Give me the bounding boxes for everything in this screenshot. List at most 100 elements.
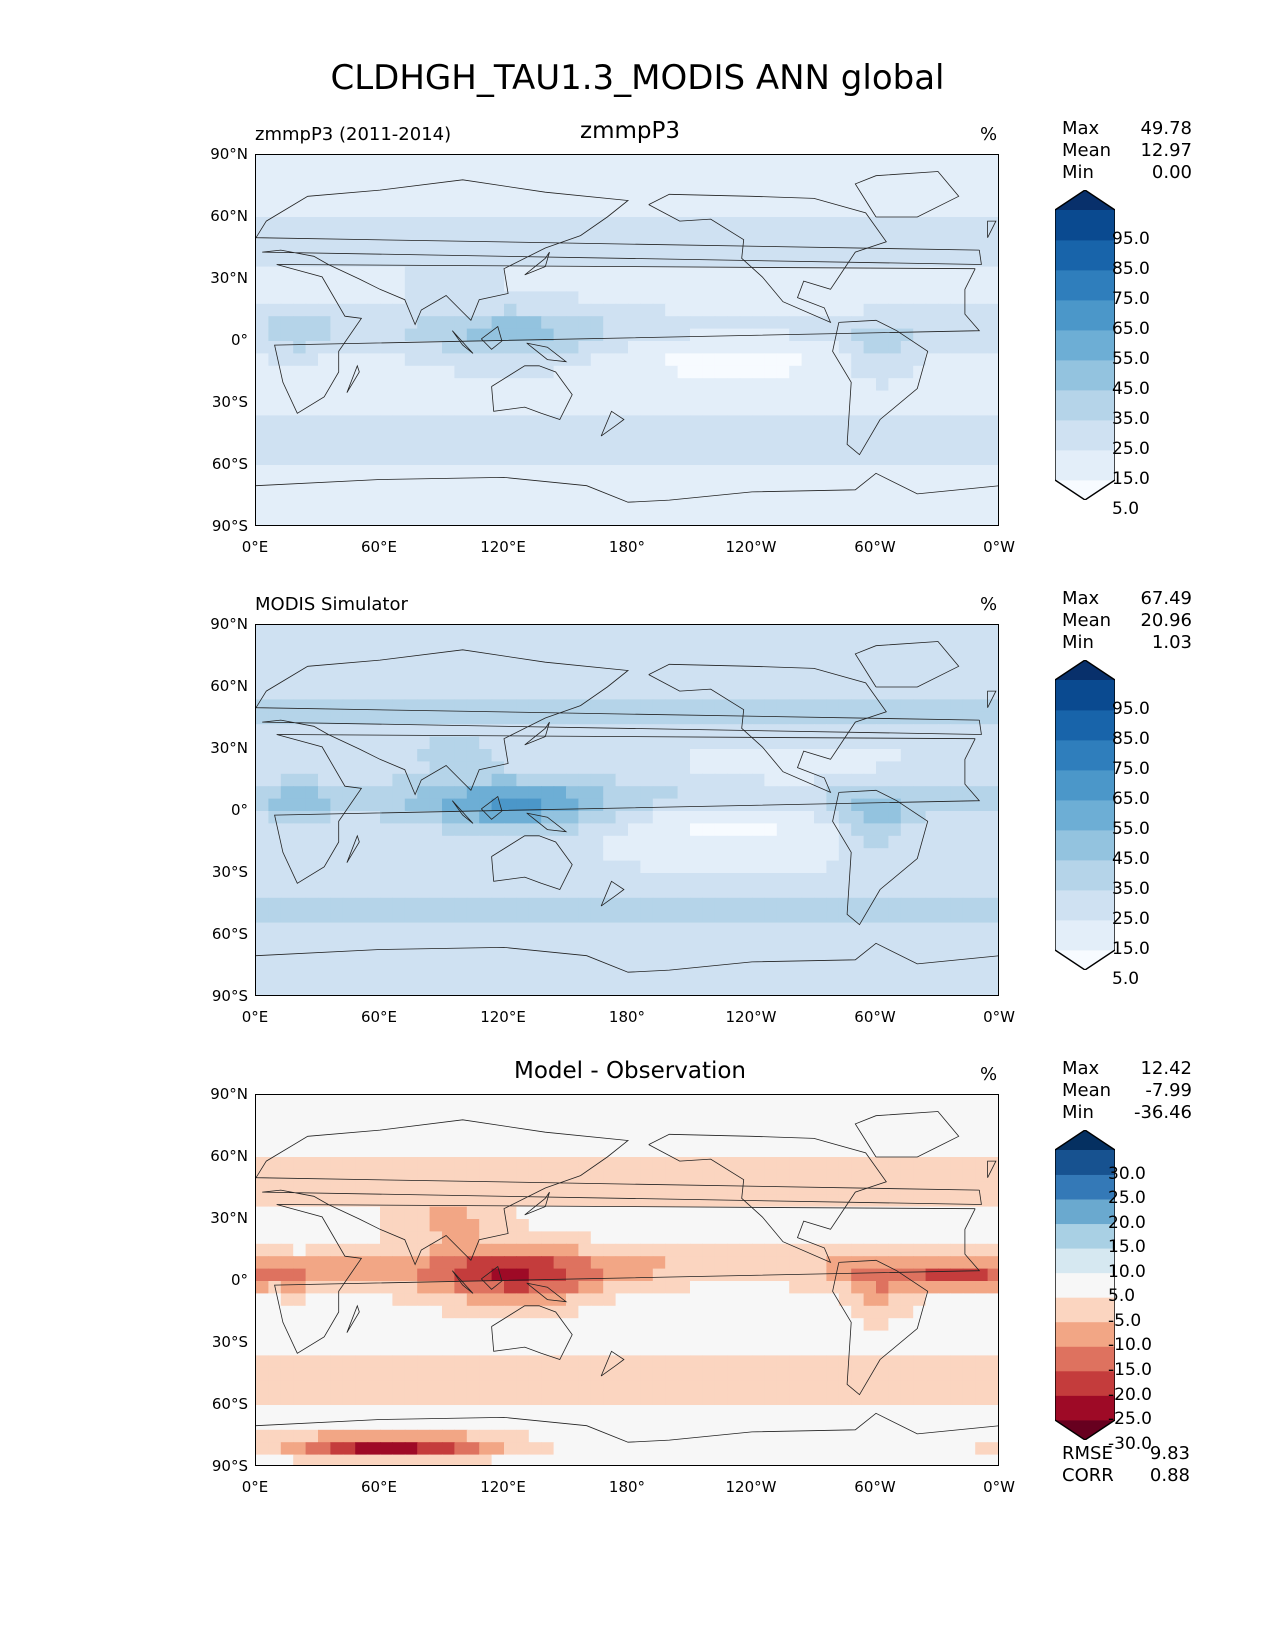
field-cell — [566, 365, 579, 379]
field-cell — [590, 761, 604, 775]
field-cell — [566, 637, 579, 651]
field-cell — [851, 1330, 865, 1344]
field-cell — [479, 477, 493, 491]
field-cell — [615, 266, 629, 280]
field-cell — [640, 922, 654, 936]
field-cell — [330, 502, 344, 516]
field-cell — [764, 835, 778, 849]
field-cell — [851, 736, 865, 750]
field-cell — [491, 514, 505, 525]
field-cell — [256, 873, 269, 886]
field-cell — [913, 873, 927, 886]
field-cell — [305, 972, 319, 986]
field-cell — [417, 823, 431, 837]
field-cell — [280, 1243, 294, 1257]
field-cell — [367, 365, 381, 379]
field-cell — [925, 1243, 939, 1257]
field-cell — [305, 959, 319, 973]
field-cell — [665, 736, 679, 750]
field-cell — [975, 1206, 989, 1220]
field-cell — [652, 984, 666, 995]
field-cell — [404, 1107, 418, 1121]
field-cell — [838, 167, 852, 181]
field-cell — [516, 910, 530, 924]
field-cell — [801, 279, 815, 292]
field-cell — [814, 885, 827, 899]
field-cell — [516, 922, 530, 936]
field-cell — [814, 1132, 827, 1146]
field-cell — [541, 1330, 555, 1344]
field-cell — [305, 984, 319, 995]
field-cell — [615, 1318, 629, 1332]
field-cell — [764, 935, 778, 948]
field-cell — [454, 1169, 468, 1183]
field-cell — [677, 724, 691, 738]
field-cell — [640, 1169, 654, 1183]
field-cell — [628, 1318, 641, 1332]
field-cell — [268, 662, 282, 676]
field-cell — [528, 1318, 542, 1332]
field-cell — [739, 415, 753, 429]
field-cell — [367, 786, 381, 800]
field-cell — [528, 316, 542, 330]
field-cell — [925, 1181, 939, 1195]
field-cell — [665, 452, 679, 466]
field-cell — [975, 798, 989, 812]
field-cell — [491, 1281, 505, 1294]
field-cell — [516, 440, 530, 454]
field-cell — [925, 1157, 939, 1170]
field-cell — [987, 1095, 998, 1108]
field-cell — [752, 291, 765, 305]
field-cell — [404, 724, 418, 738]
field-cell — [504, 328, 517, 342]
field-cell — [404, 365, 418, 379]
field-cell — [516, 204, 530, 218]
field-cell — [826, 266, 840, 280]
map-contours — [256, 1095, 998, 1465]
field-cell — [987, 1318, 998, 1332]
field-cell — [938, 514, 951, 525]
field-cell — [801, 241, 815, 255]
field-cell — [268, 749, 282, 762]
field-cell — [578, 649, 592, 663]
field-cell — [938, 649, 951, 663]
field-cell — [293, 279, 307, 292]
field-cell — [789, 1293, 803, 1307]
field-cell — [417, 947, 431, 961]
field-cell — [553, 1095, 567, 1108]
field-cell — [404, 1181, 418, 1195]
field-cell — [690, 1181, 703, 1195]
field-cell — [479, 922, 493, 936]
field-cell — [429, 687, 443, 700]
field-cell — [429, 860, 443, 874]
field-cell — [590, 192, 604, 206]
field-cell — [318, 365, 331, 379]
field-cell — [355, 303, 369, 317]
field-cell — [615, 823, 629, 837]
field-cell — [640, 316, 654, 330]
field-cell — [342, 1181, 356, 1195]
field-cell — [318, 514, 331, 525]
coastline — [987, 220, 997, 238]
field-cell — [603, 514, 617, 525]
field-cell — [528, 415, 542, 429]
field-cell — [541, 1157, 555, 1170]
field-cell — [553, 279, 567, 292]
field-cell — [851, 415, 865, 429]
field-cell — [454, 1144, 468, 1158]
field-cell — [714, 972, 728, 986]
field-cell — [628, 427, 641, 441]
field-cell — [305, 1281, 319, 1294]
field-cell — [553, 204, 567, 218]
field-cell — [975, 711, 989, 725]
field-cell — [640, 1119, 654, 1133]
field-cell — [355, 674, 369, 688]
field-cell — [752, 687, 765, 700]
field-cell — [491, 897, 505, 911]
field-cell — [888, 514, 902, 525]
field-cell — [938, 155, 951, 168]
field-cell — [826, 390, 840, 404]
field-cell — [801, 662, 815, 676]
field-cell — [975, 254, 989, 268]
field-cell — [826, 699, 840, 713]
